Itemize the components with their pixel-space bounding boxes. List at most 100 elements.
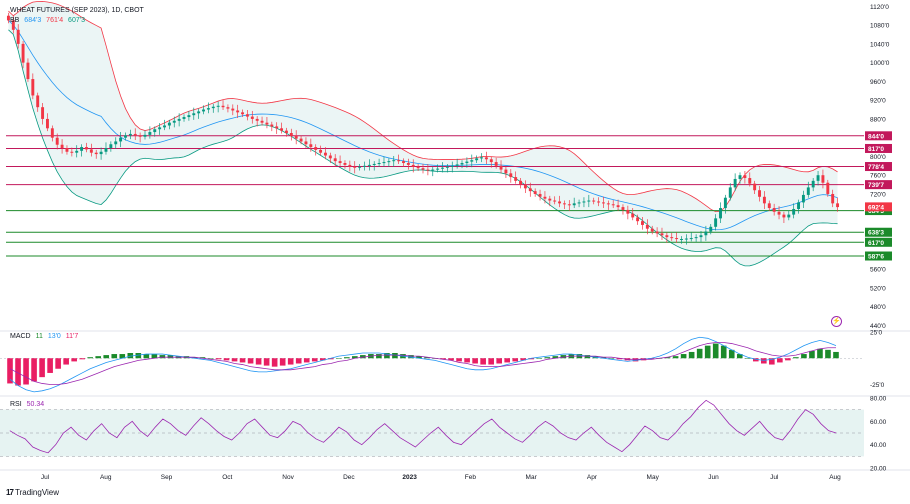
macd-bar	[79, 358, 85, 360]
macd-bar	[327, 358, 334, 360]
candle-body	[124, 135, 127, 138]
macd-bar	[271, 358, 278, 367]
time-tick-label: Aug	[829, 474, 841, 481]
level-tag-label: 844'0	[868, 133, 884, 140]
candle-body	[621, 207, 625, 210]
macd-bar	[352, 356, 358, 359]
candle-body	[192, 113, 196, 116]
candle-body	[543, 196, 547, 199]
candle-body	[723, 197, 727, 209]
candle-body	[714, 218, 718, 227]
candle-body	[11, 20, 15, 30]
candle-body	[787, 214, 791, 218]
lightning-icon[interactable]: ⚡	[831, 316, 842, 327]
candle-body	[226, 107, 230, 109]
macd-bar	[680, 354, 687, 359]
candle-body	[826, 182, 830, 194]
time-tick-label: May	[647, 474, 660, 481]
macd-bar	[817, 348, 823, 359]
candle-body	[377, 163, 381, 165]
candle-body	[16, 29, 20, 44]
price-axis[interactable]: 1120'0 1080'0 1040'0 1000'0 960'0 920'0 880'0 8…	[865, 4, 892, 473]
macd-bar	[408, 355, 414, 359]
macd-bar	[464, 358, 470, 363]
macd-label: MACD	[10, 333, 31, 340]
macd-hist-value: 11	[35, 333, 43, 340]
level-tag	[865, 162, 892, 172]
macd-bar	[71, 358, 77, 362]
price-tick-label: 880'0	[870, 116, 886, 123]
candle-body	[289, 132, 293, 136]
macd-bar	[512, 358, 519, 362]
candle-body	[216, 105, 220, 107]
macd-line	[9, 336, 837, 393]
candle-body	[402, 161, 405, 164]
candle-body	[475, 158, 479, 161]
bb-upper-value: 761'4	[46, 17, 64, 24]
candle-body	[548, 198, 552, 201]
candle-body	[387, 161, 391, 163]
macd-bar	[648, 358, 655, 360]
candle-body	[211, 106, 215, 109]
macd-bar	[777, 358, 783, 363]
candle-body	[397, 160, 401, 162]
level-tag	[865, 143, 892, 153]
macd-bar	[544, 357, 551, 359]
candle-body	[465, 161, 469, 164]
price-tick-label: 1120'0	[870, 4, 889, 11]
macd-bar	[608, 358, 615, 359]
macd-bar	[311, 358, 318, 362]
candle-body	[236, 110, 240, 113]
macd-bar	[127, 353, 134, 359]
candle-body	[738, 175, 742, 179]
tradingview-logo[interactable]: 17 TradingView	[6, 488, 60, 497]
price-tick-label: 960'0	[870, 79, 886, 86]
macd-bar	[303, 358, 310, 363]
candle-body	[626, 209, 630, 214]
candle-body	[265, 122, 269, 125]
candle-body	[441, 167, 444, 169]
time-axis[interactable]: Jul Aug Sep Oct Nov Dec 2023 Feb Mar Apr May Jun Jul…	[41, 474, 841, 481]
candle-body	[558, 201, 562, 204]
candle-body	[470, 160, 474, 162]
rsi-tick-label: 80.00	[870, 396, 887, 403]
candle-body	[260, 120, 264, 123]
candle-body	[221, 105, 225, 108]
rsi-pane[interactable]	[0, 399, 864, 457]
macd-bar	[31, 358, 37, 382]
rsi-line	[9, 399, 837, 454]
macd-bar	[23, 358, 29, 385]
macd-legend: MACD 11 13'0 11'7	[10, 333, 81, 340]
macd-bar	[424, 357, 430, 359]
candle-body	[758, 190, 761, 197]
macd-bar	[584, 355, 591, 359]
macd-signal-value: 11'7	[65, 333, 79, 340]
candle-body	[572, 203, 576, 206]
price-tick-label: 920'0	[870, 98, 886, 105]
level-tag-label: 739'7	[868, 182, 884, 189]
candle-body	[416, 166, 420, 169]
candle-body	[728, 187, 732, 198]
macd-pane[interactable]	[0, 336, 864, 393]
candle-body	[50, 128, 54, 138]
candle-body	[31, 79, 35, 96]
macd-bar	[552, 356, 559, 359]
candle-body	[333, 158, 337, 162]
price-tick-label: 1000'0	[870, 60, 890, 67]
candle-body	[777, 211, 781, 215]
candle-body	[821, 175, 825, 183]
price-tick-label: 800'0	[870, 154, 886, 161]
candle-body	[767, 203, 771, 209]
candle-body	[797, 202, 801, 209]
candle-body	[743, 175, 747, 179]
candle-body	[353, 166, 357, 168]
candle-body	[836, 203, 840, 208]
price-pane[interactable]	[6, 1, 864, 267]
macd-bar	[744, 358, 751, 359]
bb-basis-value: 684'3	[24, 17, 42, 24]
macd-bar	[752, 358, 759, 362]
candle-body	[275, 126, 279, 129]
macd-tick-label: -25'0	[870, 382, 885, 389]
macd-bar	[279, 358, 286, 366]
